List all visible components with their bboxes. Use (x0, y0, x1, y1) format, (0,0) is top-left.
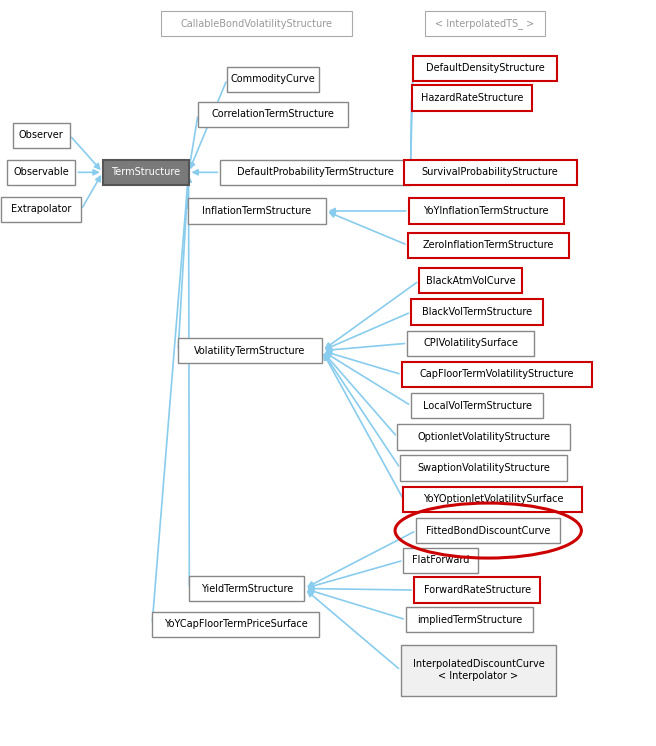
FancyBboxPatch shape (413, 56, 557, 81)
Text: CommodityCurve: CommodityCurve (230, 75, 316, 84)
Text: CorrelationTermStructure: CorrelationTermStructure (211, 110, 335, 119)
Text: YieldTermStructure: YieldTermStructure (201, 583, 293, 594)
FancyBboxPatch shape (401, 362, 592, 387)
FancyBboxPatch shape (152, 612, 319, 637)
FancyBboxPatch shape (409, 198, 564, 224)
Text: ZeroInflationTermStructure: ZeroInflationTermStructure (422, 240, 554, 250)
Text: CallableBondVolatilityStructure: CallableBondVolatilityStructure (180, 19, 333, 28)
Text: SwaptionVolatilityStructure: SwaptionVolatilityStructure (417, 463, 550, 473)
FancyBboxPatch shape (407, 233, 569, 258)
Text: YoYInflationTermStructure: YoYInflationTermStructure (424, 206, 549, 216)
FancyBboxPatch shape (417, 518, 560, 543)
FancyBboxPatch shape (220, 160, 411, 185)
Text: Observable: Observable (13, 167, 69, 178)
FancyBboxPatch shape (198, 101, 348, 127)
FancyBboxPatch shape (397, 424, 570, 450)
Text: DefaultDensityStructure: DefaultDensityStructure (426, 63, 544, 73)
Text: OptionletVolatilityStructure: OptionletVolatilityStructure (417, 432, 550, 442)
Text: < InterpolatedTS_ >: < InterpolatedTS_ > (436, 18, 535, 29)
Text: InflationTermStructure: InflationTermStructure (202, 206, 311, 216)
FancyBboxPatch shape (406, 607, 533, 633)
Text: BlackAtmVolCurve: BlackAtmVolCurve (426, 276, 516, 286)
FancyBboxPatch shape (188, 198, 325, 224)
Text: FlatForward: FlatForward (412, 555, 469, 565)
Text: ForwardRateStructure: ForwardRateStructure (424, 585, 531, 595)
Text: Extrapolator: Extrapolator (11, 204, 72, 215)
FancyBboxPatch shape (403, 160, 577, 185)
FancyBboxPatch shape (161, 11, 352, 37)
Text: CapFloorTermVolatilityStructure: CapFloorTermVolatilityStructure (419, 369, 574, 380)
Text: InterpolatedDiscountCurve
< Interpolator >: InterpolatedDiscountCurve < Interpolator… (413, 659, 544, 681)
FancyBboxPatch shape (13, 122, 70, 148)
Text: YoYOptionletVolatilitySurface: YoYOptionletVolatilitySurface (422, 495, 563, 504)
FancyBboxPatch shape (411, 393, 543, 419)
FancyBboxPatch shape (190, 576, 304, 601)
FancyBboxPatch shape (411, 85, 532, 110)
Text: DefaultProbabilityTermStructure: DefaultProbabilityTermStructure (237, 167, 394, 178)
Text: LocalVolTermStructure: LocalVolTermStructure (422, 401, 531, 411)
FancyBboxPatch shape (403, 548, 478, 573)
Text: BlackVolTermStructure: BlackVolTermStructure (422, 307, 532, 317)
FancyBboxPatch shape (7, 160, 75, 185)
Text: HazardRateStructure: HazardRateStructure (420, 93, 523, 103)
Text: VolatilityTermStructure: VolatilityTermStructure (194, 345, 306, 356)
Text: impliedTermStructure: impliedTermStructure (417, 615, 522, 624)
Text: CPIVolatilitySurface: CPIVolatilitySurface (423, 338, 518, 348)
FancyBboxPatch shape (407, 330, 534, 356)
FancyBboxPatch shape (178, 338, 322, 363)
Text: FittedBondDiscountCurve: FittedBondDiscountCurve (426, 526, 550, 536)
FancyBboxPatch shape (403, 486, 582, 512)
FancyBboxPatch shape (424, 11, 545, 37)
FancyBboxPatch shape (414, 577, 541, 603)
FancyBboxPatch shape (103, 160, 188, 185)
FancyBboxPatch shape (1, 197, 81, 222)
FancyBboxPatch shape (411, 299, 543, 325)
FancyBboxPatch shape (401, 645, 556, 695)
FancyBboxPatch shape (419, 269, 522, 293)
FancyBboxPatch shape (400, 456, 567, 480)
Text: Observer: Observer (19, 130, 64, 140)
Text: SurvivalProbabilityStructure: SurvivalProbabilityStructure (422, 167, 558, 178)
Text: TermStructure: TermStructure (111, 167, 180, 178)
FancyBboxPatch shape (227, 67, 319, 92)
Text: YoYCapFloorTermPriceSurface: YoYCapFloorTermPriceSurface (164, 619, 308, 629)
